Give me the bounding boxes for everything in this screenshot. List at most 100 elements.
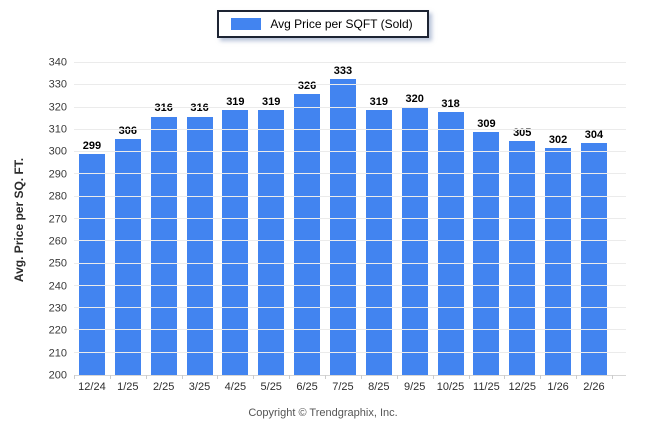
gridline — [74, 307, 626, 309]
bar-value-label: 319 — [369, 95, 388, 108]
bar-group-12-25: 305 — [504, 63, 540, 375]
bar-value-label: 306 — [118, 124, 137, 137]
x-axis-tick-mark — [360, 375, 362, 379]
x-axis-tick-mark — [74, 375, 75, 379]
x-axis-tick-label: 2/26 — [583, 381, 605, 393]
bars-container: 299 306 316 316 319 319 326 333 319 320 318 309 305 3… — [74, 63, 612, 375]
x-axis-tick-label: 10/25 — [436, 381, 465, 393]
bar-value-label: 326 — [297, 80, 317, 93]
y-axis-tick-label: 260 — [48, 235, 67, 248]
y-axis-tick-label: 220 — [48, 324, 67, 337]
y-axis: 200 210 220 230 240 250 260 270 280 290 300 310 320 3… — [30, 57, 74, 381]
bar-group-3-25: 316 — [182, 63, 218, 375]
x-axis-tick-label: 12/25 — [508, 381, 536, 393]
bar — [545, 147, 572, 375]
copyright-text: Copyright © Trendgraphix, Inc. — [248, 407, 398, 419]
bar-value-label: 316 — [154, 102, 173, 115]
bar-value-label: 333 — [333, 64, 353, 77]
bar-value-label: 319 — [262, 95, 281, 108]
bar-group-2-25: 316 — [146, 63, 182, 375]
bar-group-6-25: 326 — [289, 63, 325, 375]
x-axis-tick-mark — [253, 375, 255, 379]
x-axis-tick-label: 5/25 — [260, 381, 282, 393]
bar-group-8-25: 319 — [361, 63, 397, 375]
x-axis-tick-mark — [432, 375, 434, 379]
gridline — [74, 151, 626, 153]
x-axis-tick-label: 7/25 — [332, 381, 354, 393]
y-axis-tick-label: 290 — [48, 168, 67, 181]
bar-group-7-25: 333 — [325, 63, 361, 375]
gridline — [74, 240, 626, 242]
gridline — [74, 218, 626, 219]
x-axis-ticks — [74, 375, 613, 380]
y-axis-title: Avg. Price per SQ. FT. — [12, 157, 26, 282]
gridline — [74, 284, 626, 286]
legend-color-swatch — [231, 18, 262, 30]
bar-chart: Avg. Price per SQ. FT. 200 210 220 230 240 25… — [8, 57, 626, 398]
x-axis: 12/24 1/25 2/25 3/25 4/25 5/25 6/25 7/25 8/25 9/2… — [74, 376, 612, 398]
bar-value-label: 299 — [82, 140, 102, 153]
x-axis-tick-mark — [540, 375, 542, 379]
y-axis-title-cell: Avg. Price per SQ. FT. — [8, 63, 30, 376]
bar-group-9-25: 320 — [397, 63, 433, 375]
y-axis-tick-label: 270 — [48, 213, 67, 225]
x-axis-tick-mark — [217, 375, 219, 379]
bar — [473, 132, 500, 375]
y-axis-tick-label: 250 — [48, 257, 67, 270]
x-axis-tick-mark — [504, 375, 506, 379]
bar — [258, 109, 285, 375]
gridline — [74, 195, 626, 197]
legend-box: Avg Price per SQFT (Sold) — [217, 10, 429, 38]
bar-group-1-26: 302 — [540, 63, 576, 375]
gridline — [74, 262, 626, 264]
x-axis-tick-mark — [109, 375, 111, 379]
bar-group-2-26: 304 — [576, 63, 612, 375]
bar-value-label: 320 — [405, 93, 424, 106]
x-axis-tick-mark — [325, 375, 327, 379]
bar-group-11-25: 309 — [468, 63, 504, 375]
gridline — [74, 351, 626, 353]
x-axis-tick-mark — [468, 375, 470, 379]
x-axis-tick-mark — [396, 375, 398, 379]
x-axis-tick-label: 3/25 — [188, 381, 211, 393]
gridline — [74, 329, 626, 331]
bar-value-label: 302 — [548, 133, 568, 146]
x-axis-tick-mark — [181, 375, 183, 379]
bar-value-label: 316 — [190, 102, 209, 115]
bar-value-label: 318 — [441, 97, 460, 110]
bar — [509, 141, 536, 375]
x-axis-tick-label: 11/25 — [473, 381, 500, 393]
x-axis-tick-mark — [289, 375, 291, 379]
gridline — [74, 173, 626, 175]
x-axis-tick-mark — [145, 375, 147, 379]
bar — [365, 109, 392, 375]
gridline — [74, 128, 626, 130]
gridline — [74, 106, 626, 108]
bar-group-12-24: 299 — [74, 63, 110, 375]
legend-label: Avg Price per SQFT (Sold) — [270, 17, 413, 31]
y-axis-tick-label: 280 — [48, 190, 67, 203]
x-axis-tick-label: 9/25 — [403, 381, 426, 393]
bar — [580, 143, 607, 375]
y-axis-tick-label: 230 — [48, 302, 67, 315]
bar-value-label: 309 — [477, 118, 496, 130]
y-axis-tick-label: 330 — [48, 78, 67, 91]
bar-group-10-25: 318 — [433, 63, 469, 375]
bar — [437, 112, 464, 375]
y-axis-tick-label: 310 — [48, 123, 67, 136]
x-axis-tick-label: 12/24 — [78, 381, 106, 393]
x-axis-tick-mark — [576, 375, 578, 379]
gridline — [74, 62, 626, 63]
y-axis-tick-label: 210 — [48, 347, 67, 360]
gridline — [74, 84, 626, 86]
bar — [329, 78, 356, 375]
y-axis-tick-label: 240 — [48, 280, 67, 293]
bar-value-label: 319 — [226, 95, 245, 108]
x-axis-tick-label: 1/25 — [117, 381, 139, 393]
legend-row: Avg Price per SQFT (Sold) — [0, 0, 646, 38]
y-axis-tick-label: 200 — [48, 369, 67, 382]
bar-value-label: 304 — [584, 129, 604, 142]
bar — [222, 109, 249, 375]
bar-group-4-25: 319 — [217, 63, 253, 375]
